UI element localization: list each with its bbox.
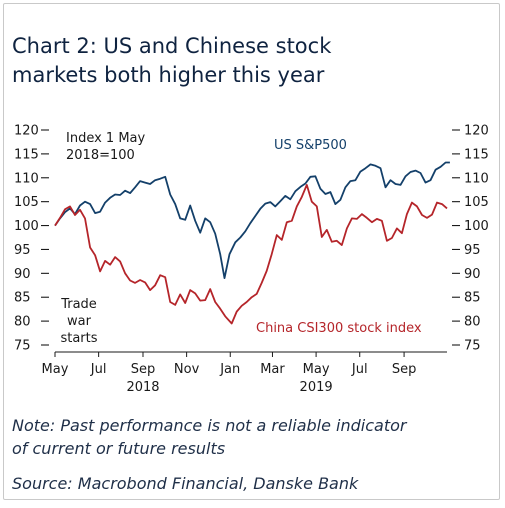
- y-tick-label-right: 75: [464, 339, 481, 354]
- y-tick-label-left: 85: [14, 291, 31, 306]
- chart-axes: 75 75 80 80 85 85 90 90 95 95 100 100 105 105 110 110 11…: [14, 124, 489, 396]
- x-year-label: 2019: [300, 380, 333, 395]
- trade-war-label-line-3: starts: [60, 331, 97, 346]
- us-series-label: US S&P500: [274, 138, 347, 153]
- disclaimer-note: Note: Past performance is not a reliable…: [12, 414, 492, 460]
- china-series-label: China CSI300 stock index: [256, 321, 422, 336]
- chart-annotations: Index 1 May 2018=100 US S&P500 China CSI…: [60, 131, 422, 346]
- x-tick-label: Jan: [219, 362, 240, 377]
- chart-card: [3, 3, 500, 500]
- y-tick-label-right: 100: [464, 219, 489, 234]
- china-csi300-line: [54, 184, 448, 325]
- y-tick-label-right: 110: [464, 171, 489, 186]
- trade-war-label-line-1: Trade: [60, 297, 97, 312]
- x-tick-label: May: [303, 362, 330, 377]
- index-note-line-2: 2018=100: [66, 148, 135, 163]
- y-tick-label-right: 95: [464, 243, 481, 258]
- y-tick-label-left: 110: [14, 171, 39, 186]
- us-sp500-line: [54, 161, 450, 279]
- chart-series: [54, 161, 450, 325]
- index-note-line-1: Index 1 May: [66, 131, 146, 146]
- note-line-2: of current or future results: [12, 439, 226, 458]
- note-line-1: Note: Past performance is not a reliable…: [12, 416, 407, 435]
- trade-war-label-line-2: war: [67, 314, 92, 329]
- y-tick-label-left: 95: [14, 243, 31, 258]
- x-tick-label: Jul: [351, 362, 368, 377]
- y-tick-label-left: 105: [14, 195, 39, 210]
- y-tick-label-right: 115: [464, 147, 489, 162]
- source-note: Source: Macrobond Financial, Danske Bank: [12, 474, 359, 493]
- x-tick-label: Sep: [131, 362, 156, 377]
- y-tick-label-right: 105: [464, 195, 489, 210]
- x-year-label: 2018: [126, 380, 159, 395]
- y-tick-label-right: 85: [464, 291, 481, 306]
- chart-title-line-2: markets both higher this year: [12, 63, 325, 87]
- y-tick-label-left: 90: [14, 267, 31, 282]
- chart-title-line-1: Chart 2: US and Chinese stock: [12, 34, 332, 58]
- y-tick-label-left: 100: [14, 219, 39, 234]
- x-tick-label: Nov: [174, 362, 200, 377]
- y-tick-label-left: 80: [14, 315, 31, 330]
- y-tick-label-left: 120: [14, 124, 39, 139]
- y-tick-label-right: 90: [464, 267, 481, 282]
- y-tick-label-right: 80: [464, 315, 481, 330]
- y-tick-label-right: 120: [464, 124, 489, 139]
- chart-title: Chart 2: US and Chinese stock markets bo…: [12, 32, 482, 90]
- x-tick-label: May: [42, 362, 69, 377]
- x-tick-label: Jul: [90, 362, 107, 377]
- x-tick-label: Sep: [392, 362, 417, 377]
- x-tick-label: Mar: [260, 362, 285, 377]
- y-tick-label-left: 115: [14, 147, 39, 162]
- y-tick-label-left: 75: [14, 339, 31, 354]
